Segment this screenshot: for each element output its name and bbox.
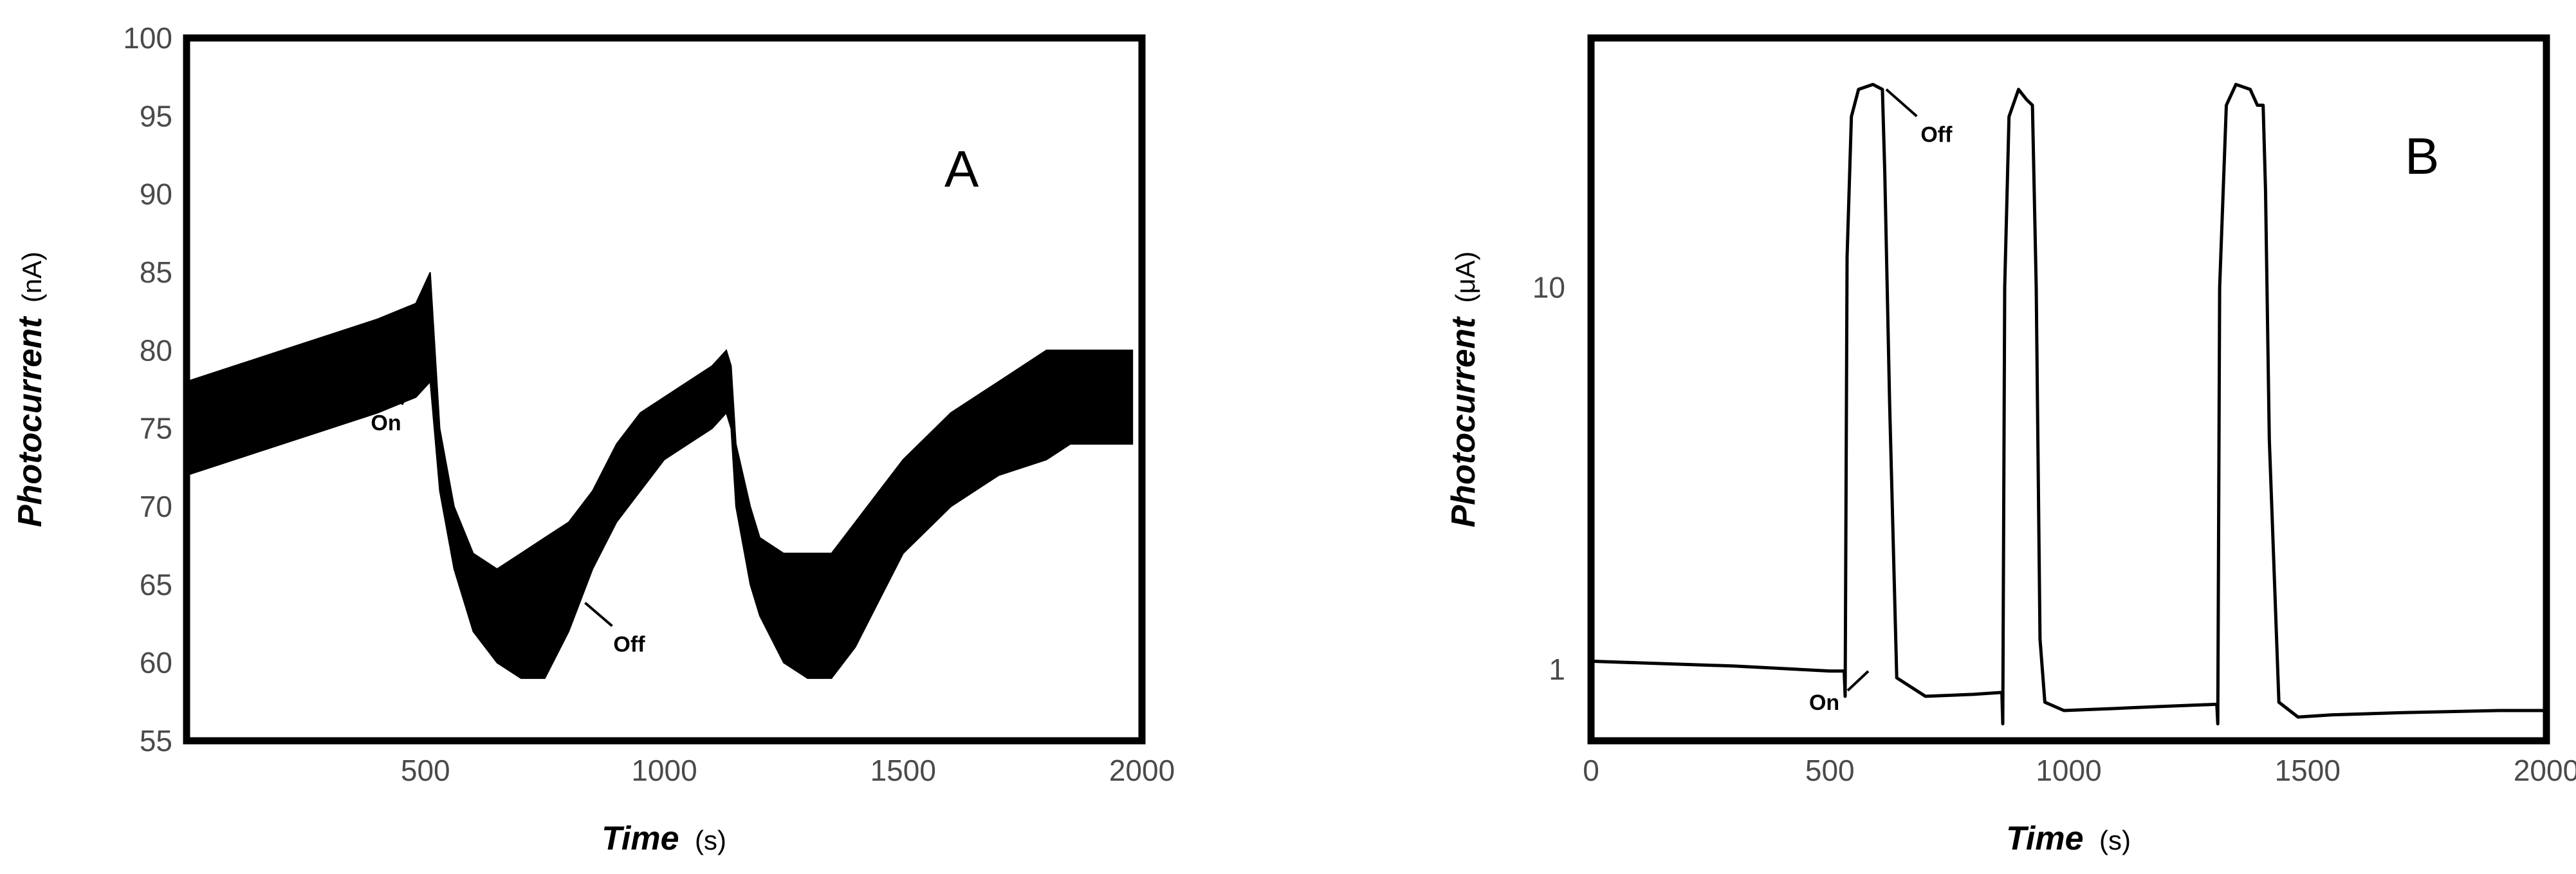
y-tick-label-b: 1	[1549, 653, 1565, 686]
y-axis-title-b: Photocurrent (μA)	[1445, 251, 1482, 527]
y-tick-label-a: 95	[140, 99, 172, 133]
annotation-on-a: On	[371, 411, 401, 436]
annotation-off-b: Off	[1920, 123, 1953, 147]
x-tick-label-b: 1500	[2275, 754, 2341, 787]
annotation-pointer-on-a	[400, 367, 423, 405]
y-axis-label-a: Photocurrent	[12, 315, 49, 527]
annotation-pointer-on-b	[1846, 670, 1870, 692]
x-tick-label-a: 1500	[870, 754, 936, 787]
series-line-b	[1590, 82, 2546, 726]
y-axis-unit-a: (nA)	[17, 252, 47, 302]
x-tick-label-a: 1000	[631, 754, 697, 787]
x-tick-label-a: 2000	[1109, 754, 1175, 787]
panel-label-b: B	[2405, 127, 2439, 185]
y-tick-label-b: 10	[1532, 271, 1565, 304]
x-axis-label-a: Time	[602, 820, 679, 857]
x-tick-label-b: 1000	[2036, 754, 2101, 787]
annotation-pointer-off-a	[584, 602, 613, 628]
y-tick-label-a: 60	[140, 646, 172, 680]
y-tick-label-a: 85	[140, 256, 172, 289]
x-tick-label-b: 0	[1583, 754, 1599, 787]
y-axis-title-a: Photocurrent (nA)	[12, 252, 49, 527]
y-tick-label-a: 100	[123, 21, 172, 55]
annotation-on-b: On	[1809, 691, 1839, 715]
x-axis-title-a: Time (s)	[602, 820, 726, 857]
annotations-a: On Off	[371, 367, 645, 657]
axis-ticks-b: 1 10 0 500 1000 1500 2000	[1532, 271, 2576, 787]
y-tick-label-a: 90	[140, 178, 172, 211]
x-axis-unit-b: (s)	[2099, 825, 2131, 855]
annotations-b: On Off	[1809, 88, 1953, 715]
x-axis-label-b: Time	[2006, 820, 2083, 857]
y-axis-unit-b: (μA)	[1450, 251, 1480, 302]
x-tick-label-a: 500	[401, 754, 450, 787]
x-tick-label-b: 500	[1805, 754, 1855, 787]
annotation-pointer-off-b	[1885, 88, 1918, 118]
series-line-a	[186, 272, 1134, 679]
y-tick-label-a: 65	[140, 568, 172, 601]
annotation-off-a: Off	[613, 633, 645, 657]
y-tick-label-a: 55	[140, 724, 172, 758]
x-tick-label-b: 2000	[2514, 754, 2576, 787]
y-tick-label-a: 70	[140, 490, 172, 523]
axis-ticks-a: 55 60 65 70 75 80 85 90 95 100 500 1000 1500 2000	[123, 21, 1175, 787]
chart-panel-b: 1 10 0 500 1000 1500 2000 B On Off Time (s) Pho…	[1445, 34, 2576, 857]
y-axis-label-b: Photocurrent	[1445, 315, 1482, 527]
x-axis-title-b: Time (s)	[2006, 820, 2131, 857]
y-tick-label-a: 80	[140, 333, 172, 367]
chart-panel-a: 55 60 65 70 75 80 85 90 95 100 500 1000 1500 2000 A O…	[12, 21, 1175, 857]
panel-label-a: A	[944, 140, 979, 198]
x-axis-unit-a: (s)	[695, 825, 726, 855]
y-tick-label-a: 75	[140, 412, 172, 445]
plot-frame-b	[1587, 34, 2550, 745]
